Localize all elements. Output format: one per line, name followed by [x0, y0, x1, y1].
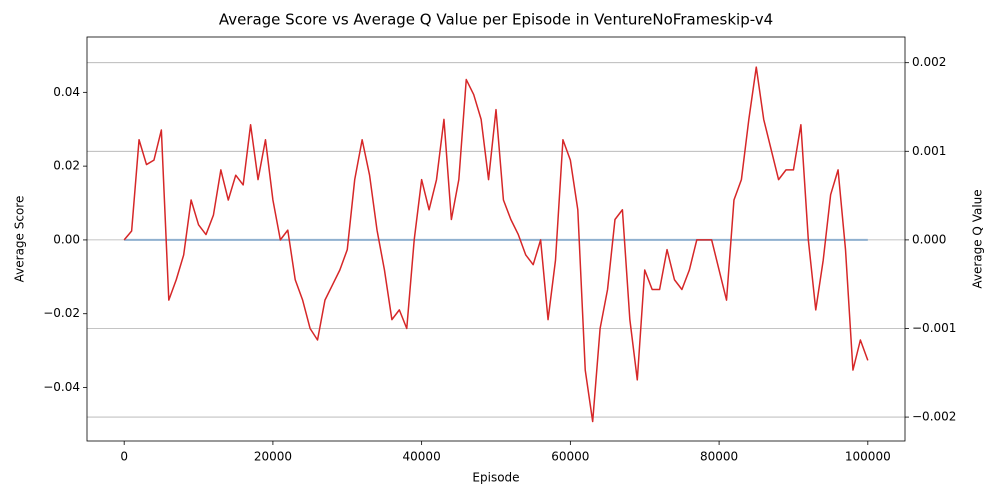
- x-tick-label: 60000: [551, 450, 589, 464]
- data-line: [123, 66, 869, 423]
- y2-tick-label: −0.001: [912, 321, 956, 335]
- plot-frame: [86, 36, 906, 442]
- y-tick-label: 0.04: [53, 85, 80, 99]
- x-tick-label: 80000: [700, 450, 738, 464]
- y2-tick-label: 0.002: [912, 55, 946, 69]
- y2-tick-label: 0.000: [912, 232, 946, 246]
- y2-tick-label: −0.002: [912, 410, 956, 424]
- y-tick-label: 0.00: [53, 232, 80, 246]
- y-tick-label: 0.02: [53, 159, 80, 173]
- x-tick-label: 20000: [254, 450, 292, 464]
- y2-axis-label: Average Q Value: [971, 189, 985, 288]
- y-tick-label: −0.02: [43, 306, 80, 320]
- x-tick-label: 100000: [845, 450, 891, 464]
- y-axis-label: Average Score: [13, 196, 27, 283]
- y-tick-label: −0.04: [43, 380, 80, 394]
- x-tick-label: 40000: [403, 450, 441, 464]
- chart-title: Average Score vs Average Q Value per Epi…: [219, 11, 773, 29]
- y2-tick-label: 0.001: [912, 144, 946, 158]
- x-tick-label: 0: [120, 450, 128, 464]
- x-axis-label: Episode: [472, 471, 519, 485]
